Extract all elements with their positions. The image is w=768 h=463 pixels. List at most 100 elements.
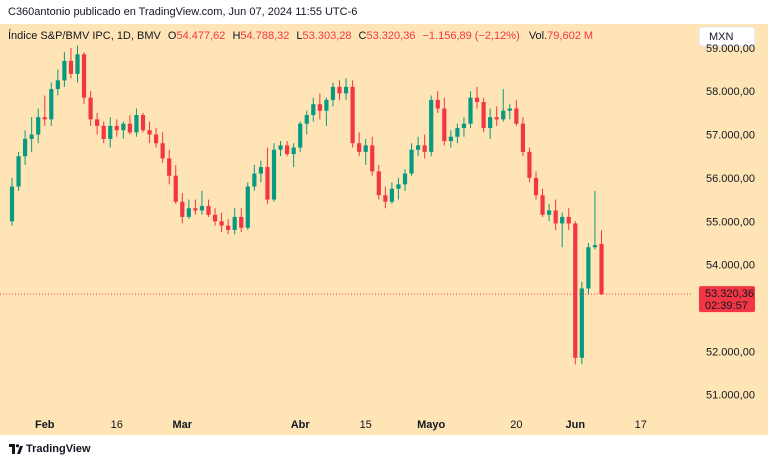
candle-body: [68, 60, 74, 74]
candle-body: [389, 188, 394, 202]
candle: [199, 190, 205, 215]
candle-body: [36, 117, 41, 135]
candle: [599, 230, 604, 295]
candle: [75, 45, 80, 83]
last-price-value: 53.320,36: [705, 288, 754, 300]
candle: [573, 221, 578, 365]
candle: [226, 219, 231, 235]
candle-body: [140, 115, 146, 131]
candle-body: [343, 86, 349, 94]
candle-body: [455, 128, 460, 137]
countdown-value: 02:39:57: [705, 300, 748, 312]
candle-body: [55, 80, 60, 90]
candle: [291, 143, 296, 168]
candle-body: [232, 216, 237, 230]
candle-body: [402, 173, 408, 185]
candle-body: [95, 119, 100, 126]
candle: [278, 141, 283, 157]
candle: [127, 115, 132, 135]
x-tick-label: 20: [510, 419, 522, 431]
time-axis[interactable]: Feb 16 Mar Abr 15 Mayo 20 Jun 17: [35, 419, 647, 431]
candle-body: [573, 223, 578, 358]
candle: [95, 112, 100, 135]
x-tick-label: Abr: [291, 419, 311, 431]
candle-body: [416, 145, 421, 150]
x-tick-label: Feb: [35, 419, 55, 431]
candle-body: [265, 167, 270, 200]
candle: [547, 203, 552, 222]
candle-body: [278, 145, 283, 150]
candle-body: [429, 99, 434, 152]
candle: [147, 121, 152, 144]
candle: [121, 121, 126, 139]
candle: [442, 97, 447, 146]
candle: [298, 121, 303, 152]
candle-body: [127, 123, 132, 133]
legend-volume-label: Vol.: [529, 30, 547, 42]
candle-body: [239, 216, 244, 228]
candle-body: [199, 206, 205, 211]
candle-body: [304, 115, 309, 124]
candle-body: [592, 245, 598, 248]
candle: [62, 52, 67, 87]
candle-body: [245, 186, 250, 228]
candle: [232, 208, 237, 235]
candle-body: [435, 99, 440, 109]
candle-body: [494, 117, 499, 120]
x-tick-label: 15: [360, 419, 372, 431]
candle-body: [370, 145, 375, 172]
candlestick-chart[interactable]: Índice S&P/BMV IPC, 1D, BMV O54.477,62 H…: [0, 24, 768, 435]
candle: [101, 121, 106, 144]
candle-body: [62, 60, 67, 81]
candle-body: [357, 143, 362, 152]
candle-body: [121, 123, 126, 131]
candle: [239, 208, 244, 233]
candle: [42, 95, 47, 126]
x-tick-label: Mar: [173, 419, 193, 431]
candle: [435, 91, 440, 113]
tradingview-logo-icon: [9, 444, 23, 454]
x-tick-label: 16: [111, 419, 123, 431]
candle-body: [258, 167, 263, 174]
y-tick-label: 57.000,00: [706, 130, 755, 142]
chart-header: C360antonio publicado en TradingView.com…: [0, 0, 768, 24]
candle: [88, 91, 93, 126]
candle-body: [160, 143, 165, 159]
candle: [49, 82, 54, 126]
candle: [245, 182, 250, 230]
currency-button[interactable]: MXN: [698, 26, 756, 47]
candle-body: [599, 243, 604, 295]
candle-body: [298, 123, 303, 148]
candle-body: [481, 102, 486, 129]
legend-low-label: L: [296, 30, 302, 42]
y-tick-label: 58.000,00: [706, 86, 755, 98]
candle-body: [271, 149, 277, 200]
candle-body: [75, 54, 80, 74]
candle-body: [363, 145, 368, 152]
candle-body: [16, 156, 21, 187]
price-axis[interactable]: 59.000,00 58.000,00 57.000,00 56.000,00 55.0…: [706, 43, 755, 402]
candle-body: [206, 206, 211, 215]
candle-body: [586, 247, 591, 289]
candle: [36, 108, 41, 144]
candle-body: [134, 115, 139, 133]
candle-body: [533, 177, 539, 196]
candle-body: [154, 134, 159, 144]
candle: [154, 128, 159, 148]
candle: [376, 164, 381, 200]
legend-open: 54.477,62: [176, 30, 225, 42]
candle: [55, 69, 60, 96]
legend-open-label: O: [168, 30, 177, 42]
candle: [324, 97, 329, 126]
candle: [311, 97, 316, 122]
legend-high-label: H: [232, 30, 240, 42]
candle: [422, 134, 427, 159]
candle: [501, 89, 506, 122]
candle: [416, 136, 421, 157]
candle: [193, 199, 198, 215]
candle: [383, 186, 388, 209]
candle: [566, 208, 571, 230]
y-tick-label: 51.000,00: [706, 390, 755, 402]
chart-area[interactable]: Índice S&P/BMV IPC, 1D, BMV O54.477,62 H…: [0, 24, 768, 435]
candle-body: [311, 104, 316, 116]
